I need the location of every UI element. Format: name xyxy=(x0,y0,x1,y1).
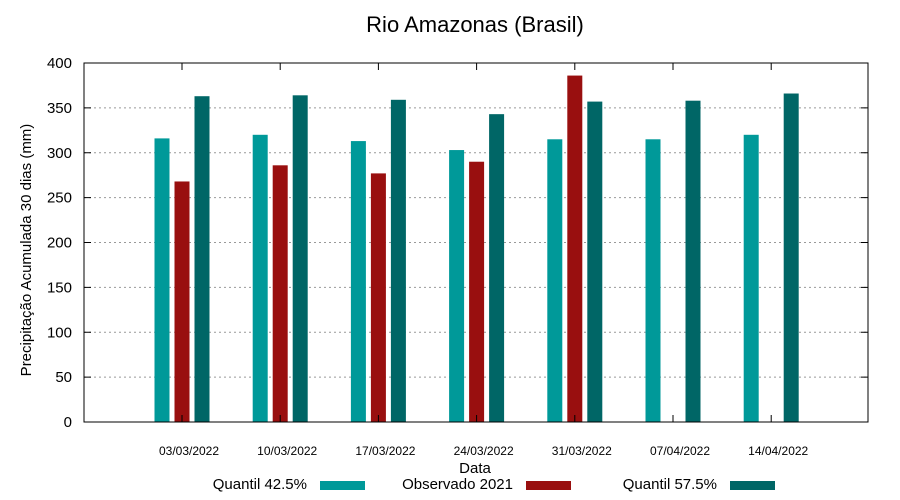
legend-label: Quantil 42.5% xyxy=(213,476,307,493)
legend-swatch xyxy=(526,481,571,490)
x-tick-label: 17/03/2022 xyxy=(355,444,415,458)
x-tick-label: 10/03/2022 xyxy=(257,444,317,458)
y-axis-ticks: 0 50 100 150 200 250 300 350 400 xyxy=(47,55,868,431)
y-tick-label: 300 xyxy=(47,145,72,162)
chart-title: Rio Amazonas (Brasil) xyxy=(366,12,584,37)
bar-observado-2021 xyxy=(272,165,288,422)
bars xyxy=(154,75,799,423)
y-tick-label: 400 xyxy=(47,55,72,72)
bar-quantil-42-5 xyxy=(449,150,465,422)
x-axis-label: Data xyxy=(459,460,491,477)
bar-observado-2021 xyxy=(174,181,190,422)
x-tick-label: 14/04/2022 xyxy=(748,444,808,458)
y-tick-label: 200 xyxy=(47,235,72,252)
bar-quantil-42-5 xyxy=(547,139,563,422)
legend-swatch xyxy=(730,481,775,490)
y-tick-label: 0 xyxy=(64,414,72,431)
y-axis-label: Precipitação Acumulada 30 dias (mm) xyxy=(18,124,35,377)
bar-quantil-57-5 xyxy=(390,99,406,423)
y-tick-label: 50 xyxy=(55,369,72,386)
x-tick-label: 03/03/2022 xyxy=(159,444,219,458)
bar-quantil-42-5 xyxy=(350,141,366,422)
bar-quantil-57-5 xyxy=(489,114,505,422)
legend-swatch xyxy=(320,481,365,490)
bar-quantil-57-5 xyxy=(587,101,603,422)
bar-observado-2021 xyxy=(469,161,485,422)
x-tick-label: 24/03/2022 xyxy=(454,444,514,458)
x-axis-ticks: 03/03/2022 10/03/2022 17/03/2022 24/03/2022… xyxy=(159,63,809,458)
bar-quantil-57-5 xyxy=(783,93,799,422)
bar-quantil-42-5 xyxy=(645,139,661,422)
bar-quantil-57-5 xyxy=(685,100,701,422)
x-tick-label: 07/04/2022 xyxy=(650,444,710,458)
y-tick-label: 250 xyxy=(47,190,72,207)
legend-label: Quantil 57.5% xyxy=(623,476,717,493)
x-tick-label: 31/03/2022 xyxy=(552,444,612,458)
bar-observado-2021 xyxy=(370,173,386,422)
legend: Quantil 42.5% Observado 2021 Quantil 57.5% xyxy=(213,476,775,493)
y-tick-label: 100 xyxy=(47,324,72,341)
bar-observado-2021 xyxy=(567,75,583,422)
bar-quantil-42-5 xyxy=(743,134,759,423)
y-tick-label: 350 xyxy=(47,100,72,117)
bar-quantil-42-5 xyxy=(252,134,268,423)
legend-label: Observado 2021 xyxy=(402,476,513,493)
bar-quantil-42-5 xyxy=(154,138,170,422)
y-tick-label: 150 xyxy=(47,279,72,296)
bar-quantil-57-5 xyxy=(292,95,308,422)
bar-quantil-57-5 xyxy=(194,96,210,423)
